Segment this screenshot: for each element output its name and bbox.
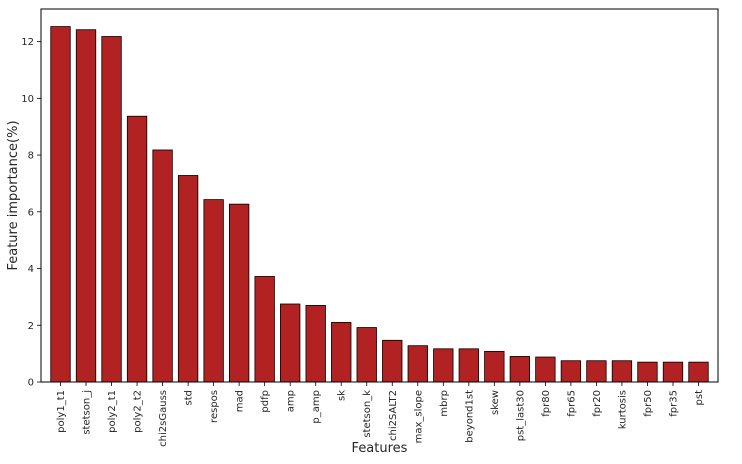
bar-max_slope bbox=[407, 345, 428, 383]
x-tick-label: skew bbox=[490, 390, 501, 415]
x-tick-label: pdfp bbox=[260, 390, 271, 413]
x-tick-label: mad bbox=[235, 390, 246, 412]
x-tick-label: max_slope bbox=[413, 390, 424, 443]
bar-poly1_t1 bbox=[50, 26, 71, 383]
x-tick-label: pst bbox=[694, 390, 705, 406]
y-axis: 0 2 4 6 8 10 12 bbox=[21, 37, 41, 389]
x-tick-label: stetson_j bbox=[82, 390, 93, 435]
x-tick-label: fpr35 bbox=[668, 390, 679, 417]
bars-group bbox=[50, 26, 709, 383]
bar-stetson_j bbox=[75, 29, 97, 383]
bar-kurtosis bbox=[611, 360, 633, 383]
bar-std bbox=[177, 175, 199, 383]
x-tick-label: beyond1st bbox=[464, 390, 475, 443]
bar-beyond1st bbox=[458, 348, 479, 383]
bar-mbrp bbox=[433, 348, 454, 383]
bar-respos bbox=[203, 199, 224, 383]
bar-pst bbox=[688, 361, 709, 383]
x-tick-label: respos bbox=[209, 390, 220, 423]
y-tick-label: 2 bbox=[28, 321, 34, 332]
y-tick-label: 0 bbox=[28, 378, 34, 389]
x-tick-label: pst_last30 bbox=[515, 390, 526, 441]
x-tick-label: amp bbox=[286, 390, 297, 412]
bar-pdfp bbox=[254, 276, 275, 383]
x-tick-label: mbrp bbox=[439, 390, 450, 417]
bar-fpr20 bbox=[586, 360, 607, 383]
bar-chi2sGauss bbox=[152, 149, 173, 383]
bar-stetson_k bbox=[356, 327, 377, 383]
x-tick-label: poly2_t1 bbox=[107, 390, 118, 433]
y-tick-label: 12 bbox=[21, 37, 34, 48]
x-axis-title: Features bbox=[352, 441, 408, 456]
bar-sk bbox=[331, 322, 352, 383]
x-tick-label: poly1_t1 bbox=[56, 390, 67, 433]
bar-poly2_t2 bbox=[126, 115, 148, 383]
bar-p_amp bbox=[305, 305, 326, 383]
bar-fpr65 bbox=[560, 360, 582, 383]
x-tick-label: std bbox=[184, 390, 195, 405]
y-tick-label: 10 bbox=[21, 94, 34, 105]
x-tick-label: sk bbox=[337, 390, 348, 401]
x-tick-label: kurtosis bbox=[617, 390, 628, 429]
x-tick-label: poly2_t2 bbox=[133, 390, 144, 433]
x-tick-label: fpr80 bbox=[541, 390, 552, 417]
x-tick-label: stetson_k bbox=[362, 390, 373, 438]
x-tick-label: chi2sGauss bbox=[158, 390, 169, 447]
plot-frame bbox=[40, 8, 719, 383]
bar-poly2_t1 bbox=[101, 36, 122, 383]
bar-fpr35 bbox=[662, 361, 684, 383]
bar-fpr50 bbox=[637, 361, 658, 383]
x-tick-label: fpr65 bbox=[566, 390, 577, 417]
x-tick-label: p_amp bbox=[311, 390, 322, 424]
x-tick-label: fpr20 bbox=[592, 390, 603, 417]
bar-amp bbox=[280, 303, 301, 383]
bar-chi2SALT2 bbox=[382, 339, 403, 383]
y-tick-label: 4 bbox=[28, 264, 34, 275]
x-tick-label: chi2SALT2 bbox=[388, 390, 399, 441]
x-axis: poly1_t1 stetson_j poly2_t1 poly2_t2 chi2sGa… bbox=[56, 382, 705, 447]
x-tick-label: fpr50 bbox=[643, 390, 654, 417]
y-tick-label: 8 bbox=[28, 151, 34, 162]
bar-skew bbox=[484, 350, 505, 383]
bar-mad bbox=[228, 203, 250, 383]
bar-pst_last30 bbox=[509, 356, 531, 383]
y-axis-title: Feature importance(%) bbox=[6, 120, 21, 270]
y-tick-label: 6 bbox=[28, 207, 34, 218]
bar-fpr80 bbox=[535, 356, 556, 383]
